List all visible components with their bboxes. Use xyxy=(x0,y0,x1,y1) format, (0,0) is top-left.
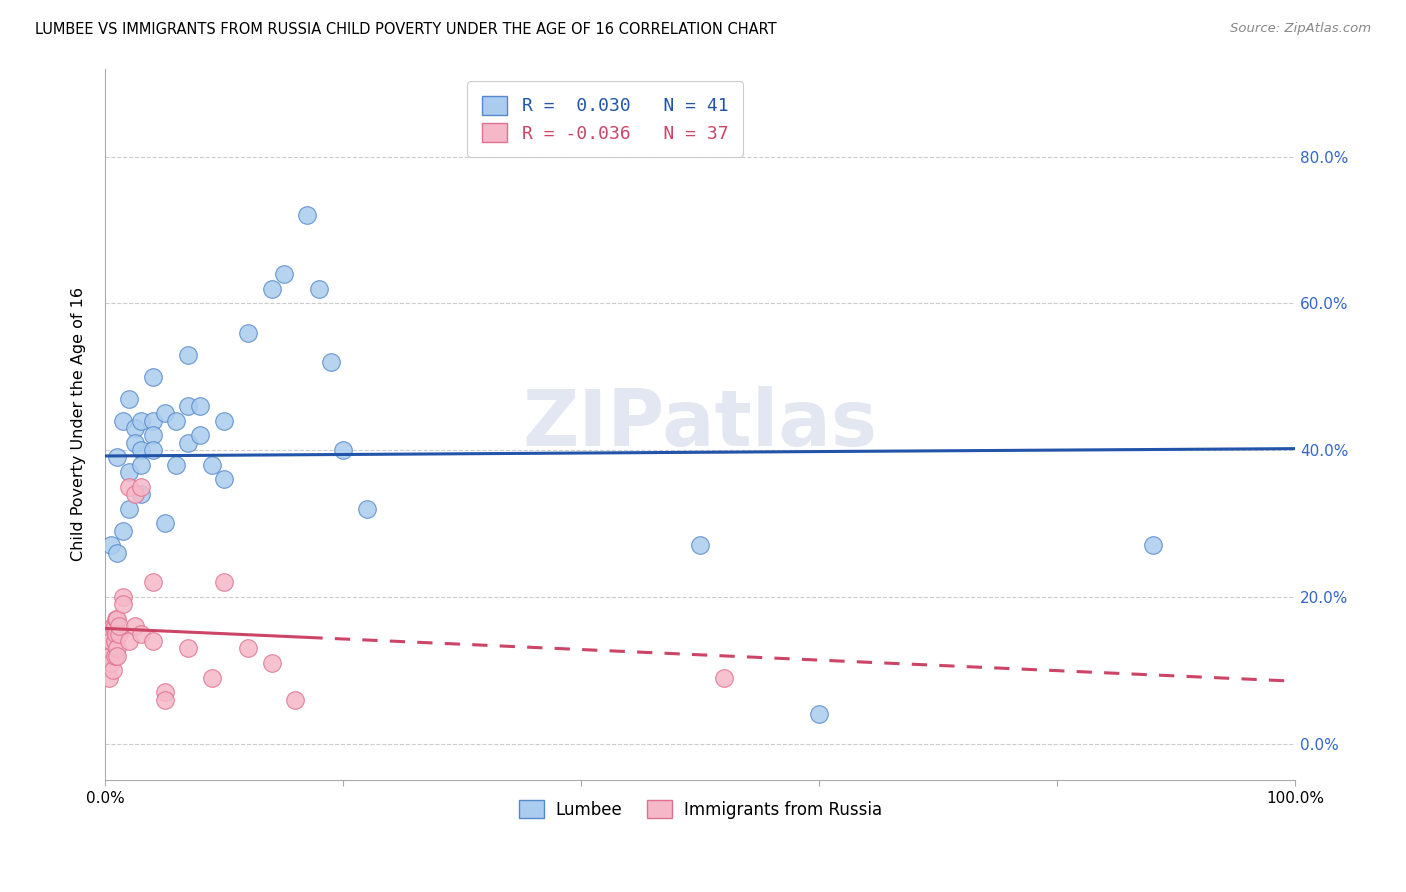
Point xyxy=(118,480,141,494)
Point xyxy=(104,626,127,640)
Point xyxy=(111,414,134,428)
Point xyxy=(260,282,283,296)
Point xyxy=(321,355,343,369)
Point xyxy=(111,597,134,611)
Point xyxy=(142,575,165,590)
Point xyxy=(105,648,128,663)
Text: ZIPatlas: ZIPatlas xyxy=(523,386,877,462)
Point xyxy=(105,546,128,560)
Point xyxy=(212,472,235,486)
Point xyxy=(118,633,141,648)
Point xyxy=(105,612,128,626)
Point xyxy=(98,648,121,663)
Point xyxy=(103,663,125,677)
Point xyxy=(100,656,122,670)
Point xyxy=(103,619,125,633)
Point xyxy=(108,626,131,640)
Point xyxy=(308,282,330,296)
Point xyxy=(142,443,165,458)
Point xyxy=(124,619,146,633)
Point xyxy=(142,369,165,384)
Point xyxy=(689,539,711,553)
Point xyxy=(129,458,152,472)
Point xyxy=(165,414,187,428)
Point xyxy=(332,443,354,458)
Point xyxy=(105,641,128,656)
Y-axis label: Child Poverty Under the Age of 16: Child Poverty Under the Age of 16 xyxy=(72,287,86,561)
Point xyxy=(129,626,152,640)
Point xyxy=(100,539,122,553)
Point xyxy=(153,692,176,706)
Point xyxy=(142,633,165,648)
Point xyxy=(1142,539,1164,553)
Point xyxy=(129,414,152,428)
Point xyxy=(129,480,152,494)
Point xyxy=(142,428,165,442)
Point xyxy=(129,443,152,458)
Point xyxy=(104,612,127,626)
Point xyxy=(201,671,224,685)
Point xyxy=(124,487,146,501)
Point xyxy=(103,648,125,663)
Point xyxy=(118,465,141,479)
Point xyxy=(356,501,378,516)
Point xyxy=(103,619,125,633)
Point xyxy=(177,435,200,450)
Point xyxy=(177,348,200,362)
Point xyxy=(108,619,131,633)
Text: Source: ZipAtlas.com: Source: ZipAtlas.com xyxy=(1230,22,1371,36)
Point xyxy=(808,707,831,722)
Point xyxy=(260,656,283,670)
Point xyxy=(236,641,259,656)
Point xyxy=(129,487,152,501)
Point xyxy=(236,326,259,340)
Point xyxy=(177,641,200,656)
Point xyxy=(124,435,146,450)
Point xyxy=(103,633,125,648)
Point xyxy=(100,633,122,648)
Legend: Lumbee, Immigrants from Russia: Lumbee, Immigrants from Russia xyxy=(512,793,889,825)
Point xyxy=(142,414,165,428)
Point xyxy=(97,671,120,685)
Point xyxy=(153,406,176,420)
Point xyxy=(188,399,211,413)
Point xyxy=(111,524,134,538)
Point xyxy=(105,450,128,465)
Point xyxy=(118,501,141,516)
Point xyxy=(165,458,187,472)
Point xyxy=(100,626,122,640)
Point xyxy=(713,671,735,685)
Point xyxy=(212,414,235,428)
Point xyxy=(118,392,141,406)
Point xyxy=(97,641,120,656)
Point xyxy=(177,399,200,413)
Point xyxy=(111,590,134,604)
Point xyxy=(212,575,235,590)
Point xyxy=(201,458,224,472)
Point xyxy=(273,267,295,281)
Text: LUMBEE VS IMMIGRANTS FROM RUSSIA CHILD POVERTY UNDER THE AGE OF 16 CORRELATION C: LUMBEE VS IMMIGRANTS FROM RUSSIA CHILD P… xyxy=(35,22,776,37)
Point xyxy=(284,692,307,706)
Point xyxy=(188,428,211,442)
Point xyxy=(153,685,176,699)
Point xyxy=(153,516,176,531)
Point xyxy=(124,421,146,435)
Point xyxy=(297,208,319,222)
